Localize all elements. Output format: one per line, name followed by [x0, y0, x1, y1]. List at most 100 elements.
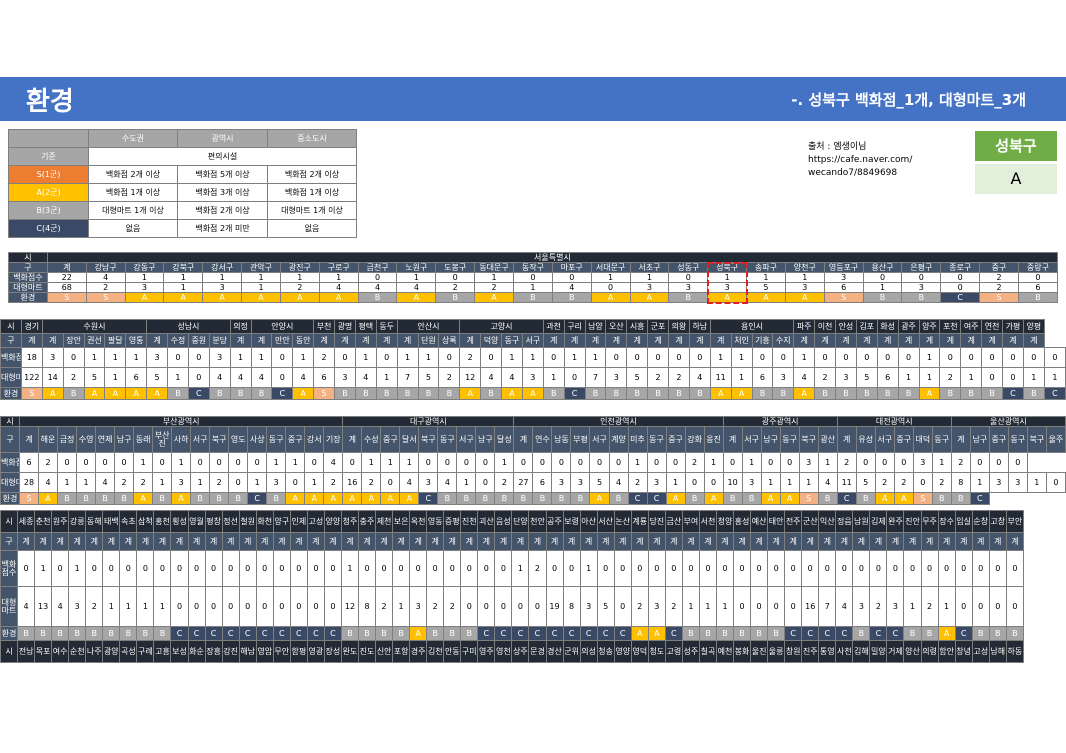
city-name: 군위	[562, 640, 581, 663]
value-cell: 2	[979, 282, 1019, 293]
grade-cell: B	[95, 492, 116, 505]
value-cell: 1	[417, 347, 440, 368]
value-cell: 0	[57, 452, 78, 473]
city-name: 목포	[34, 640, 53, 663]
value-cell: 1	[399, 452, 420, 473]
grade-cell: C	[818, 626, 837, 641]
value-cell: 2	[438, 367, 461, 388]
value-cell: 0	[477, 550, 496, 587]
value-cell: 0	[750, 550, 769, 587]
value-cell: 0	[255, 586, 274, 627]
city-name: 순천	[68, 640, 87, 663]
grade-cell: A	[125, 387, 148, 400]
district-header: 동구	[437, 426, 458, 453]
grade-cell: B	[357, 626, 377, 641]
grade-cell: C	[869, 626, 888, 641]
value-cell: 3	[886, 586, 905, 627]
value-cell: 0	[285, 472, 306, 493]
criteria-col-header: 수도권	[88, 129, 178, 148]
city-name: 영월	[187, 510, 206, 533]
grade-cell: A	[104, 387, 127, 400]
value-cell: 0	[187, 367, 210, 388]
value-cell: 4	[396, 282, 437, 293]
city-name: 예산	[750, 510, 769, 533]
city-name: 세종	[17, 510, 36, 533]
city-name: 충주	[357, 510, 377, 533]
value-cell: 2	[133, 472, 154, 493]
city-name: 안동	[443, 640, 462, 663]
grade-cell: C	[562, 626, 581, 641]
district-header: 중구	[893, 426, 914, 453]
district-header: 용산구	[862, 262, 903, 273]
value-cell: 4	[292, 367, 315, 388]
value-cell: 1	[960, 367, 983, 388]
criteria-cell: 없음	[88, 219, 178, 238]
value-cell: 2	[528, 550, 547, 587]
district-header: 계	[733, 532, 752, 551]
district-header: 계	[605, 333, 628, 348]
value-cell: 0	[665, 452, 686, 473]
city-name: 창녕	[954, 640, 973, 663]
district-header: 남구	[114, 426, 135, 453]
district-header: 동대문구	[474, 262, 514, 273]
row-label: 환경	[0, 492, 21, 505]
seoul-dept-row: 백화점수 22 4 1 1 1 1 1 1 0 1 0 1 0 0 1 1 0 1 1 1 3 0 0 0 2 0	[8, 272, 1059, 283]
district-header: 금천구	[357, 262, 398, 273]
value-cell: 5	[746, 282, 786, 293]
value-cell: 6	[19, 452, 40, 473]
grade-cell: B	[190, 492, 211, 505]
value-cell: 4	[480, 367, 502, 388]
value-cell: 1	[279, 272, 320, 283]
value-cell: 3	[68, 586, 87, 627]
grade-cell: A	[918, 387, 941, 400]
value-cell: 1	[392, 586, 411, 627]
city-name: 장성	[323, 640, 342, 663]
city-name: 옥천	[409, 510, 428, 533]
value-cell: 0	[1017, 272, 1059, 283]
district-header: 강동구	[124, 262, 165, 273]
grade-cell: B	[152, 492, 173, 505]
district-header: 동작구	[512, 262, 553, 273]
grade-cell: C	[784, 626, 803, 641]
grade-cell: S	[46, 292, 87, 303]
district-header: 계	[584, 333, 607, 348]
value-cell: 1	[375, 367, 398, 388]
grade-cell: B	[426, 626, 445, 641]
city-name: 양양	[323, 510, 342, 533]
cities-name-row: 시 세종 춘천 원주 강릉 동해 태백 속초 삼척 홍천 횡성 영월 평창 정선 철원 화천 양구 인제 고성 양양 청…	[0, 510, 1025, 533]
value-cell: 0	[954, 586, 973, 627]
value-cell: 1	[125, 347, 148, 368]
district-header: 기흥	[751, 333, 774, 348]
grade-cell: B	[460, 626, 479, 641]
value-cell: 1	[153, 586, 172, 627]
source-link[interactable]: wecando7/8849698	[808, 168, 898, 178]
value-cell: 4	[793, 367, 816, 388]
criteria-cell: 없음	[267, 219, 357, 238]
grade-cell: B	[542, 387, 565, 400]
district-header: 서대문구	[590, 262, 631, 273]
value-cell: 4	[38, 472, 59, 493]
district-header: 계	[68, 532, 87, 551]
criteria-col-header: 중소도시	[267, 129, 357, 148]
district-header: 양천구	[784, 262, 825, 273]
value-cell: 0	[460, 550, 479, 587]
source-link[interactable]: https://cafe.naver.com/	[808, 155, 913, 165]
district-header: 동구	[1007, 426, 1028, 453]
value-cell: 18	[20, 347, 43, 368]
district-header: 중구	[665, 426, 686, 453]
value-cell: 3	[521, 367, 544, 388]
metro-gu-row: 구 계 해운 금정 수영 연제 남구 동래 부산진 사하 서구 북구 영도 사상 동구 중구 강서 기장 계 수성 중구…	[0, 426, 1066, 453]
value-cell: 0	[1005, 586, 1025, 627]
value-cell: 0	[855, 347, 878, 368]
grade-cell: B	[570, 492, 591, 505]
value-cell: 1	[104, 347, 127, 368]
district-header: 북구	[1026, 426, 1047, 453]
value-cell: 2	[664, 586, 683, 627]
district-header: 중원	[187, 333, 210, 348]
grade-cell: B	[85, 626, 104, 641]
value-cell: 0	[289, 586, 308, 627]
value-cell: 4	[817, 472, 838, 493]
city-name: 단양	[511, 510, 530, 533]
city-name: 화순	[187, 640, 206, 663]
district-header: 계	[170, 532, 189, 551]
